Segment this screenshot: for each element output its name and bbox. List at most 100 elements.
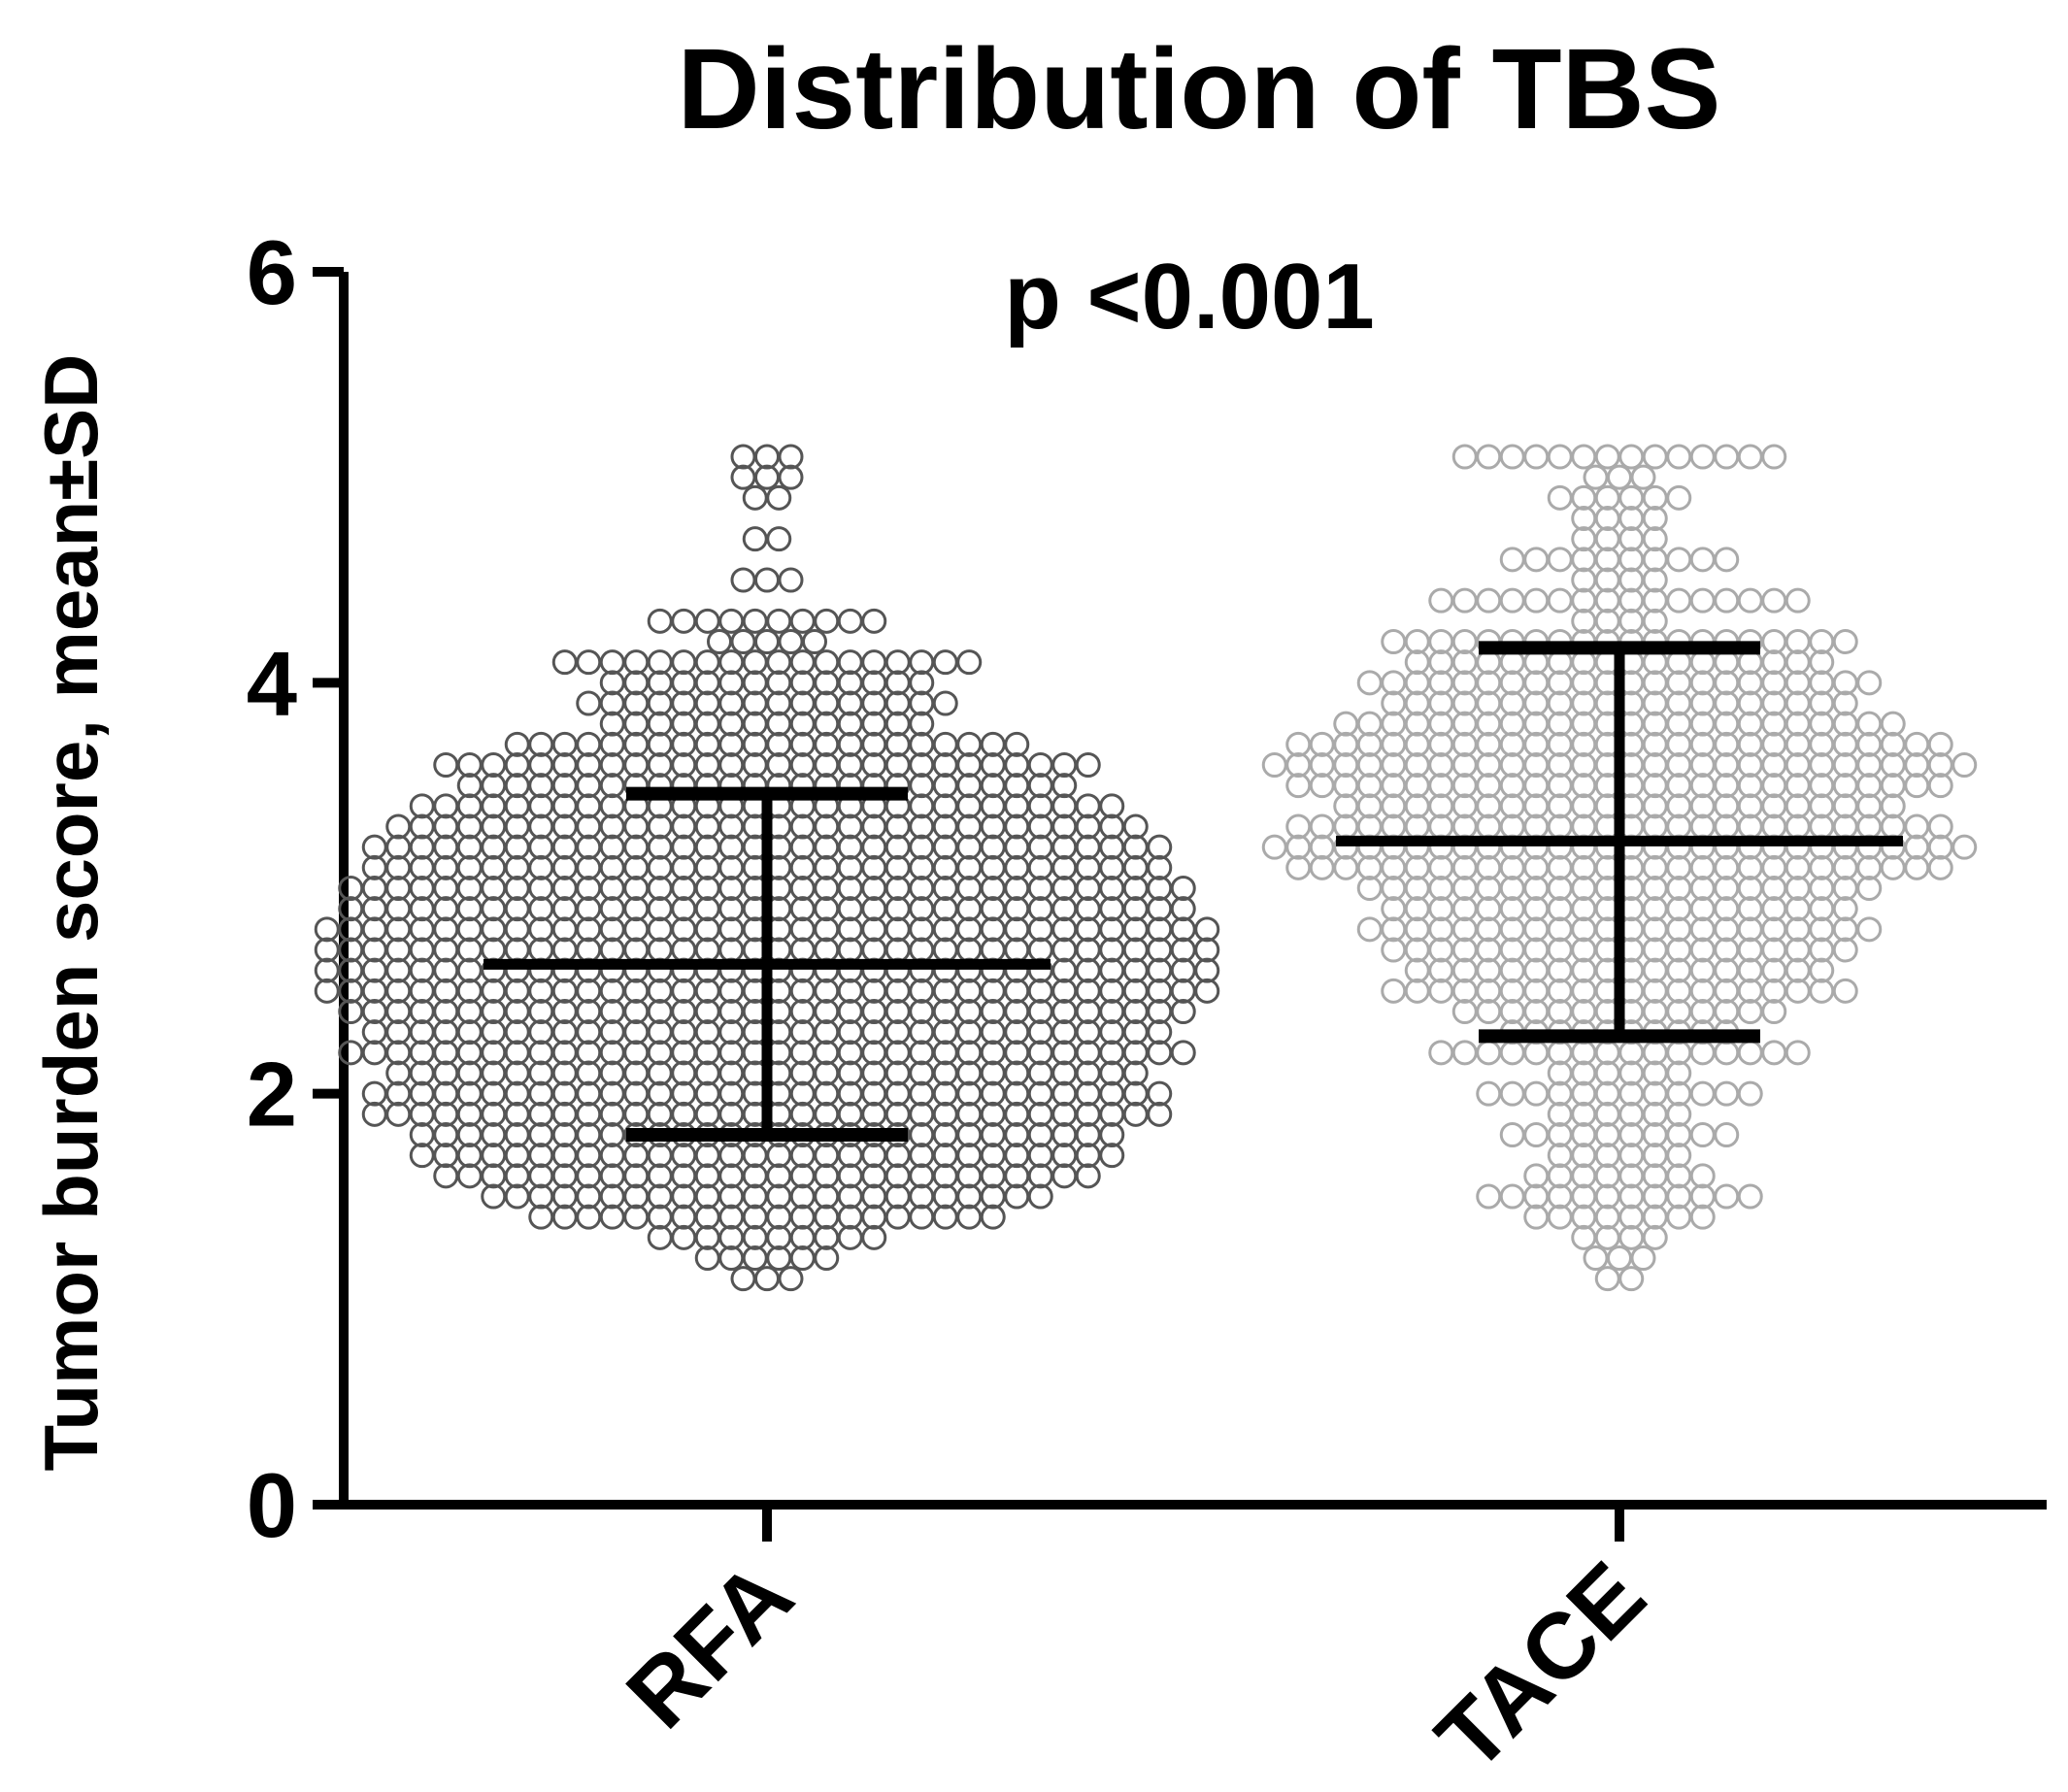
data-point: [1904, 731, 1930, 757]
data-point: [1451, 731, 1478, 757]
data-point: [1737, 444, 1763, 470]
data-point: [718, 1204, 745, 1230]
data-point: [932, 793, 958, 819]
data-point: [528, 1163, 554, 1189]
data-point: [1051, 1040, 1078, 1066]
data-point: [1666, 587, 1692, 614]
data-point: [1784, 876, 1811, 901]
data-point: [1571, 793, 1597, 819]
data-point: [1761, 752, 1787, 778]
data-point: [1547, 1143, 1573, 1169]
data-point: [1642, 999, 1668, 1024]
data-point: [932, 854, 958, 880]
data-point: [1027, 752, 1053, 778]
data-point: [814, 1060, 840, 1086]
data-point: [1147, 1040, 1173, 1066]
data-point: [1547, 1163, 1573, 1189]
data-point: [980, 854, 1006, 880]
data-point: [551, 834, 578, 860]
data-point: [1075, 1163, 1101, 1189]
data-point: [932, 1122, 958, 1147]
data-point: [909, 854, 935, 880]
data-point: [1666, 916, 1692, 943]
data-point: [647, 916, 673, 943]
data-point: [385, 1019, 412, 1045]
data-point: [551, 1040, 578, 1066]
data-point: [789, 1040, 816, 1066]
data-point: [1027, 1040, 1053, 1066]
data-point: [1761, 629, 1787, 654]
data-point: [456, 1019, 483, 1045]
data-point: [694, 854, 720, 880]
data-point: [1451, 896, 1478, 922]
data-point: [647, 1163, 673, 1189]
data-point: [789, 690, 816, 716]
data-point: [1523, 937, 1550, 963]
data-point: [884, 999, 911, 1024]
data-point: [909, 937, 935, 963]
data-point: [837, 1060, 863, 1086]
data-point: [504, 854, 530, 880]
data-point: [1356, 813, 1383, 840]
data-point: [1784, 793, 1811, 819]
data-point: [576, 1183, 602, 1210]
data-point: [742, 1245, 768, 1271]
data-point: [730, 444, 756, 470]
data-point: [1170, 957, 1196, 983]
data-point: [528, 854, 554, 880]
data-point: [789, 1080, 816, 1107]
data-point: [837, 1101, 863, 1127]
data-point: [1523, 1204, 1550, 1230]
data-point: [1099, 978, 1125, 1004]
data-point: [1451, 444, 1478, 470]
data-point: [1714, 1040, 1740, 1066]
data-point: [1642, 752, 1668, 778]
data-point: [623, 731, 650, 757]
data-point: [884, 937, 911, 963]
data-point: [1618, 506, 1645, 531]
data-point: [1547, 670, 1573, 696]
data-point: [599, 649, 625, 676]
data-point: [814, 916, 840, 943]
data-point: [956, 834, 983, 860]
data-point: [671, 937, 697, 963]
data-point: [980, 896, 1006, 922]
data-point: [1880, 731, 1906, 757]
data-point: [1004, 876, 1030, 901]
data-point: [1499, 670, 1525, 696]
data-point: [1784, 690, 1811, 716]
data-point: [742, 526, 768, 552]
data-point: [409, 876, 435, 901]
data-point: [1880, 793, 1906, 819]
data-point: [1147, 1101, 1173, 1127]
data-point: [1147, 834, 1173, 860]
data-point: [1356, 670, 1383, 696]
data-point: [1761, 711, 1787, 737]
data-point: [814, 1101, 840, 1127]
data-point: [980, 1183, 1006, 1210]
data-point: [1666, 1143, 1692, 1169]
data-point: [1404, 629, 1430, 654]
data-point: [718, 1245, 745, 1271]
data-point: [861, 876, 887, 901]
data-point: [1714, 896, 1740, 922]
data-point: [528, 937, 554, 963]
data-point: [884, 896, 911, 922]
data-point: [1075, 916, 1101, 943]
data-point: [694, 649, 720, 676]
data-point: [1075, 834, 1101, 860]
data-point: [742, 608, 768, 634]
data-point: [1285, 773, 1312, 799]
data-point: [1523, 916, 1550, 943]
data-point: [956, 1019, 983, 1045]
data-point: [1832, 854, 1858, 880]
data-point: [433, 978, 459, 1004]
data-point: [409, 937, 435, 963]
data-point: [504, 1101, 530, 1127]
data-point: [837, 1143, 863, 1169]
data-point: [1004, 1060, 1030, 1086]
data-point: [1571, 587, 1597, 614]
data-point: [433, 999, 459, 1024]
data-point: [1122, 937, 1149, 963]
